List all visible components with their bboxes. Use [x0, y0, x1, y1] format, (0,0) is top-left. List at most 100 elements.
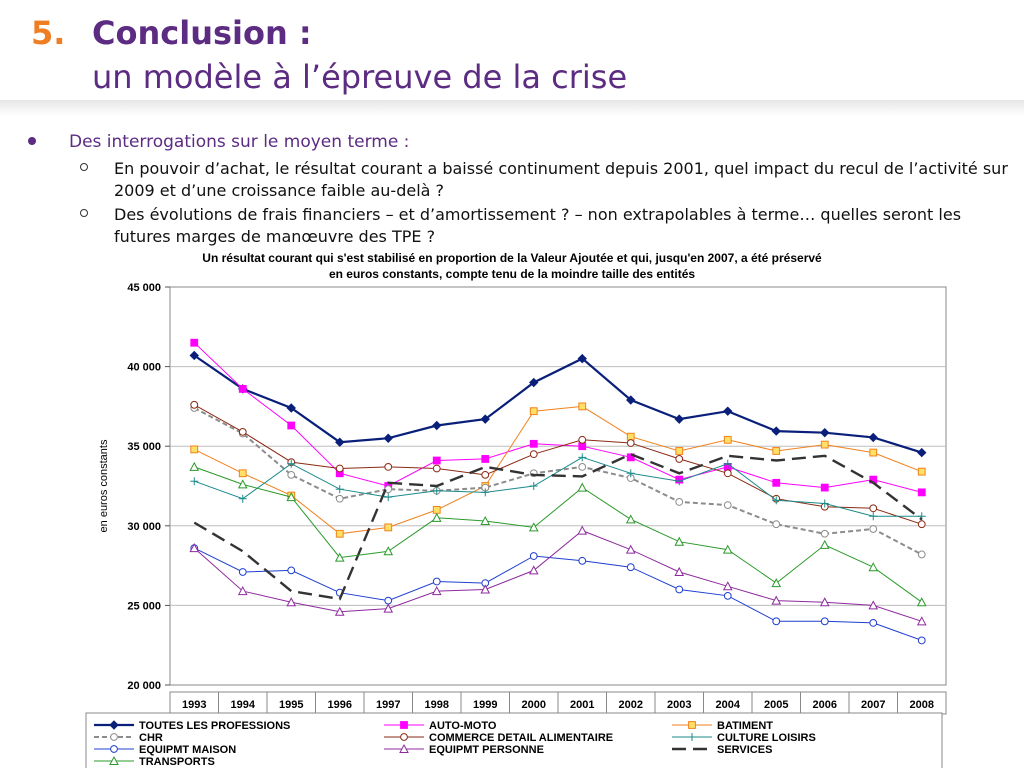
data-point: [384, 596, 393, 605]
series-line: [194, 404, 922, 525]
data-point: [238, 427, 247, 436]
data-point: [723, 469, 732, 478]
sub-bullet-text: En pouvoir d’achat, le résultat courant …: [114, 159, 1008, 200]
header-divider: [0, 100, 1024, 116]
data-point: [625, 544, 636, 554]
x-tick-label: 2002: [619, 699, 643, 711]
data-point: [481, 470, 490, 479]
data-point: [432, 577, 441, 586]
data-point: [109, 720, 119, 730]
data-point: [238, 469, 247, 478]
data-point: [819, 597, 830, 607]
data-point: [772, 520, 781, 529]
data-point: [383, 546, 394, 556]
data-point: [334, 606, 345, 616]
data-point: [626, 432, 635, 441]
series-line: [194, 456, 922, 517]
data-point: [674, 566, 685, 576]
data-point: [189, 350, 199, 361]
legend-item: EQUIPMT MAISON: [94, 744, 236, 756]
data-point: [528, 565, 539, 575]
data-point: [917, 467, 926, 476]
slide-header: 5. Conclusion : un modèle à l’épreuve de…: [0, 0, 1024, 106]
data-point: [868, 600, 879, 610]
data-point: [481, 455, 490, 463]
data-point: [722, 544, 733, 554]
data-point: [432, 464, 441, 473]
series-group: [189, 338, 927, 645]
sub-bullet-circle-icon: [80, 163, 88, 171]
data-point: [286, 403, 296, 413]
sub-bullet-circle-icon: [80, 209, 88, 217]
data-point: [674, 536, 685, 546]
data-point: [432, 420, 442, 431]
data-point: [578, 402, 587, 411]
data-point: [190, 400, 199, 409]
data-point: [820, 440, 829, 449]
data-point: [771, 595, 782, 605]
data-point: [626, 563, 635, 572]
data-point: [577, 525, 588, 535]
data-point: [286, 492, 297, 502]
data-point: [238, 384, 247, 393]
data-point: [675, 447, 684, 455]
series-services: [193, 452, 923, 601]
data-point: [868, 432, 878, 443]
data-point: [432, 456, 441, 465]
data-point: [431, 586, 442, 596]
legend-item: COMMERCE DETAIL ALIMENTAIRE: [384, 732, 613, 744]
data-point: [237, 479, 248, 489]
data-point: [917, 447, 927, 458]
data-point: [772, 478, 781, 487]
data-point: [480, 584, 491, 594]
chart-title-line2: en euros constants, compte tenu de la mo…: [328, 267, 696, 281]
x-tick-label: 2001: [570, 699, 594, 711]
x-tick-label: 1996: [328, 699, 352, 711]
data-point: [869, 619, 878, 627]
data-point: [431, 512, 442, 522]
legend-label: COMMERCE DETAIL ALIMENTAIRE: [429, 732, 613, 744]
data-point: [626, 395, 636, 405]
data-point: [820, 529, 829, 538]
chart-title-line1: Un résultat courant qui s'est stabilisé …: [202, 251, 822, 265]
data-point: [528, 522, 539, 532]
data-point: [771, 578, 782, 588]
data-point: [529, 450, 538, 459]
y-tick-label: 30 000: [127, 521, 161, 533]
series-culture-loisirs: [190, 453, 926, 521]
data-point: [771, 426, 781, 436]
series-transports: [189, 461, 927, 607]
legend-item: CULTURE LOISIRS: [672, 732, 816, 744]
legend-label: TRANSPORTS: [139, 756, 215, 768]
data-point: [480, 414, 490, 424]
data-point: [110, 745, 118, 753]
series-equipmt-personne: [189, 525, 927, 626]
sub-bullet-text: Des évolutions de frais financiers – et …: [114, 205, 962, 246]
legend-item: AUTO-MOTO: [384, 720, 497, 732]
series-line: [193, 407, 923, 556]
data-point: [400, 721, 408, 729]
data-point: [109, 755, 119, 765]
data-point: [189, 543, 200, 553]
data-point: [577, 482, 588, 492]
legend-label: TOUTES LES PROFESSIONS: [139, 720, 290, 732]
data-point: [869, 448, 878, 457]
data-point: [675, 498, 684, 506]
bullet-main-text: Des interrogations sur le moyen terme :: [69, 132, 410, 152]
slide-subtitle: un modèle à l’épreuve de la crise: [92, 58, 628, 96]
x-tick-label: 2008: [910, 699, 934, 711]
data-point: [772, 617, 781, 626]
data-point: [335, 437, 345, 447]
data-point: [384, 462, 393, 471]
y-tick-label: 40 000: [127, 362, 161, 374]
data-point: [578, 435, 587, 444]
legend-item: CHR: [94, 732, 163, 744]
data-point: [626, 439, 635, 447]
x-tick-label: 1997: [376, 699, 400, 711]
series-line: [193, 342, 922, 493]
data-point: [432, 505, 441, 514]
data-point: [335, 494, 344, 503]
legend-item: TOUTES LES PROFESSIONS: [94, 720, 290, 732]
series-line: [194, 466, 923, 603]
